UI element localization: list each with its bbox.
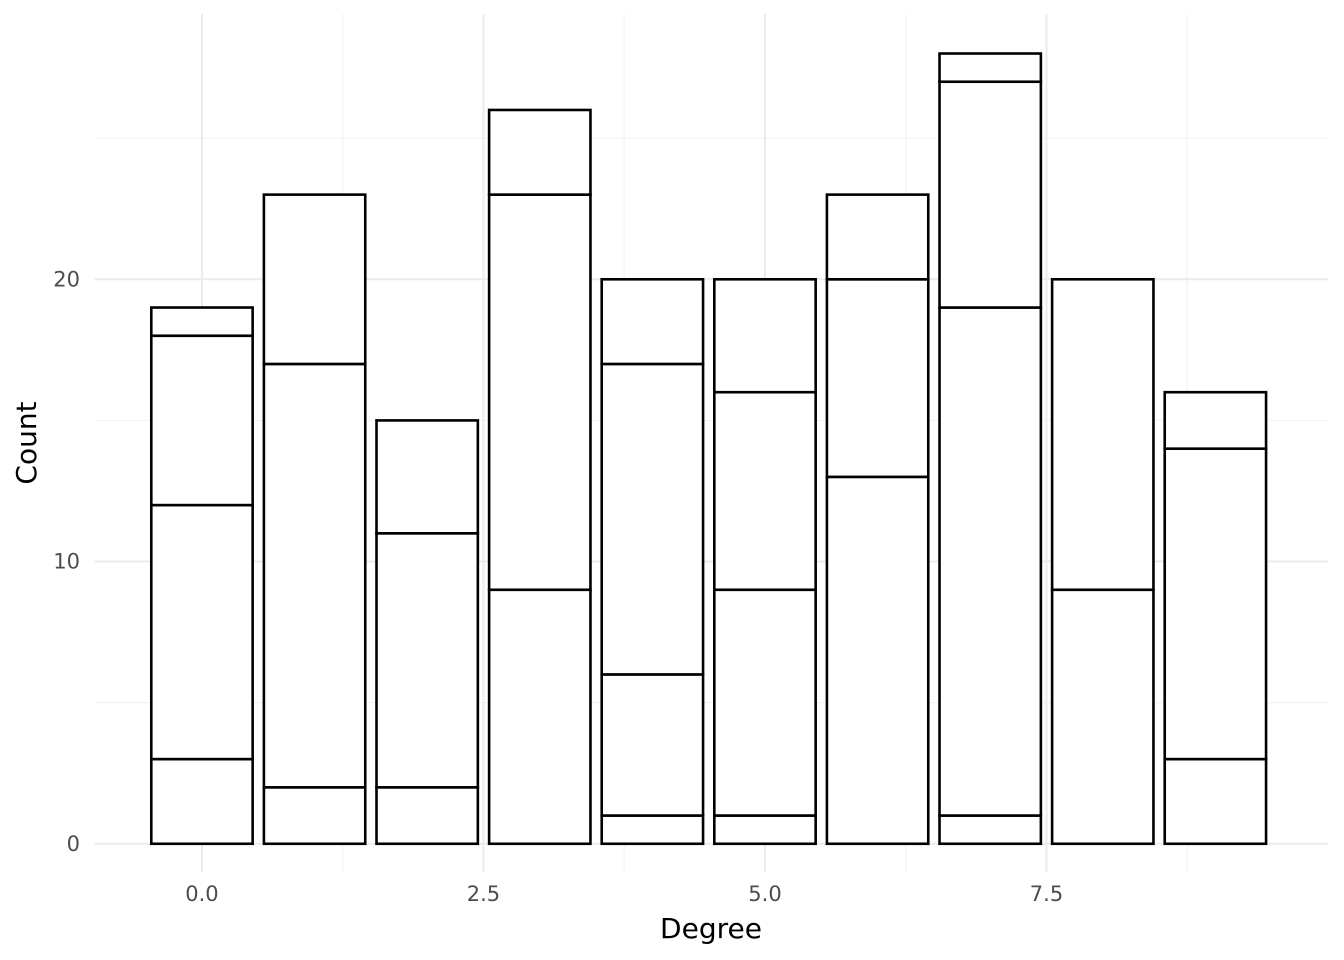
bars [150, 52, 1268, 846]
bar-segment [375, 419, 480, 535]
bar-segment [938, 306, 1043, 817]
bar-segment [600, 362, 705, 676]
bar-segment [262, 786, 367, 846]
bar-segment [150, 306, 254, 338]
bar-segment [262, 362, 367, 789]
y-axis-title: Count [10, 401, 43, 484]
x-tick-label: 7.5 [1030, 882, 1063, 906]
bar-segment [375, 532, 480, 789]
bar-segment [1163, 757, 1268, 846]
bar-segment [713, 814, 817, 846]
bar-segment [487, 108, 592, 196]
bar-segment [1163, 390, 1268, 450]
bar-segment [713, 588, 817, 817]
bar-segment [487, 588, 592, 846]
bar-segment [938, 814, 1043, 846]
x-tick-label: 0.0 [185, 882, 218, 906]
bar-segment [600, 814, 705, 846]
bar-segment [1050, 588, 1155, 846]
bar-segment [825, 475, 930, 846]
bar-segment [938, 80, 1043, 309]
bar-segment [825, 193, 930, 281]
bar-segment [262, 193, 367, 366]
bar-segment [600, 673, 705, 817]
bar-segment [600, 278, 705, 366]
bar-segment [150, 503, 254, 761]
bar-segment [713, 390, 817, 592]
bar-segment [150, 334, 254, 507]
y-axis-tick-labels: 0 10 20 [53, 267, 80, 855]
bar-segment [825, 278, 930, 479]
bar-segment [713, 278, 817, 394]
y-tick-label: 20 [53, 267, 80, 291]
x-axis-title: Degree [660, 912, 762, 945]
x-axis-tick-labels: 0.0 2.5 5.0 7.5 [185, 882, 1063, 906]
bar-segment [1163, 447, 1268, 761]
bar-segment [375, 786, 480, 846]
x-tick-label: 5.0 [748, 882, 781, 906]
bar-segment [938, 52, 1043, 84]
x-tick-label: 2.5 [467, 882, 500, 906]
bar-segment [487, 193, 592, 592]
y-tick-label: 0 [67, 832, 80, 856]
bar-segment [150, 757, 254, 846]
y-tick-label: 10 [53, 550, 80, 574]
bar-segment [1050, 278, 1155, 592]
